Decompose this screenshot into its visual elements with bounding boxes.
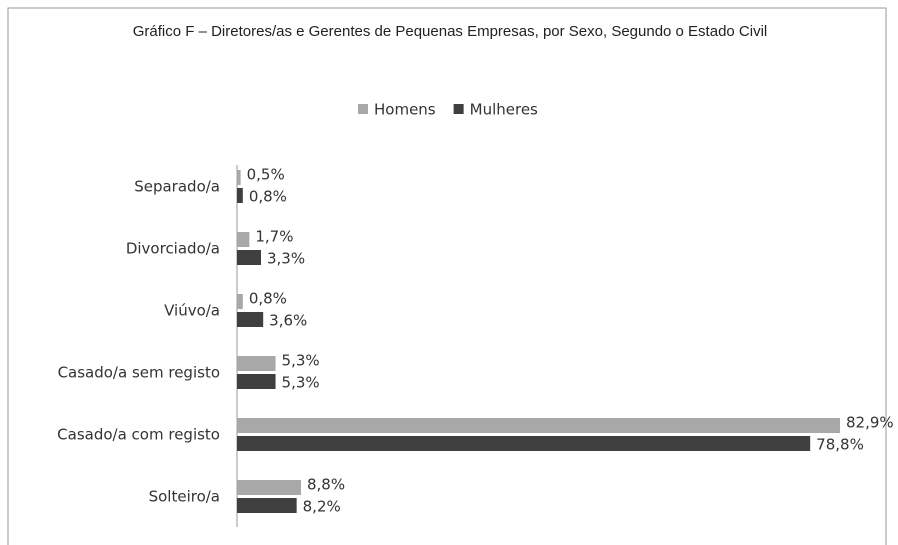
bar [237,312,264,327]
frame [7,7,887,545]
value-label: 3,6% [269,312,307,330]
bar [237,498,297,513]
value-label: 1,7% [255,228,293,246]
bar [237,170,241,185]
value-label: 0,5% [247,166,285,184]
legend-swatch [453,104,464,114]
value-label: 5,3% [282,374,320,392]
bar [237,250,262,265]
bar [237,418,840,433]
value-label: 0,8% [249,290,287,308]
y-tick-label: Viúvo/a [164,302,220,320]
bar [237,374,276,389]
y-tick-label: Casado/a sem registo [58,364,220,382]
legend-label: Homens [374,101,436,119]
value-label: 78,8% [816,436,864,454]
bar [237,232,250,247]
y-tick-label: Divorciado/a [126,240,220,258]
value-label: 82,9% [846,414,894,432]
value-label: 3,3% [267,250,305,268]
value-label: 0,8% [249,188,287,206]
value-label: 8,8% [307,476,345,494]
bar [237,356,276,371]
value-label: 5,3% [282,352,320,370]
y-tick-label: Solteiro/a [149,488,220,506]
legend-swatch [358,104,368,114]
y-tick-label: Casado/a com registo [57,426,220,444]
y-tick-label: Separado/a [134,178,220,196]
value-label: 8,2% [303,498,341,516]
bar [237,294,243,309]
bar [237,436,811,451]
bar [237,188,243,203]
bar [237,480,302,495]
legend-label: Mulheres [470,101,538,119]
chart-title: Gráfico F – Diretores/as e Gerentes de P… [132,23,768,40]
